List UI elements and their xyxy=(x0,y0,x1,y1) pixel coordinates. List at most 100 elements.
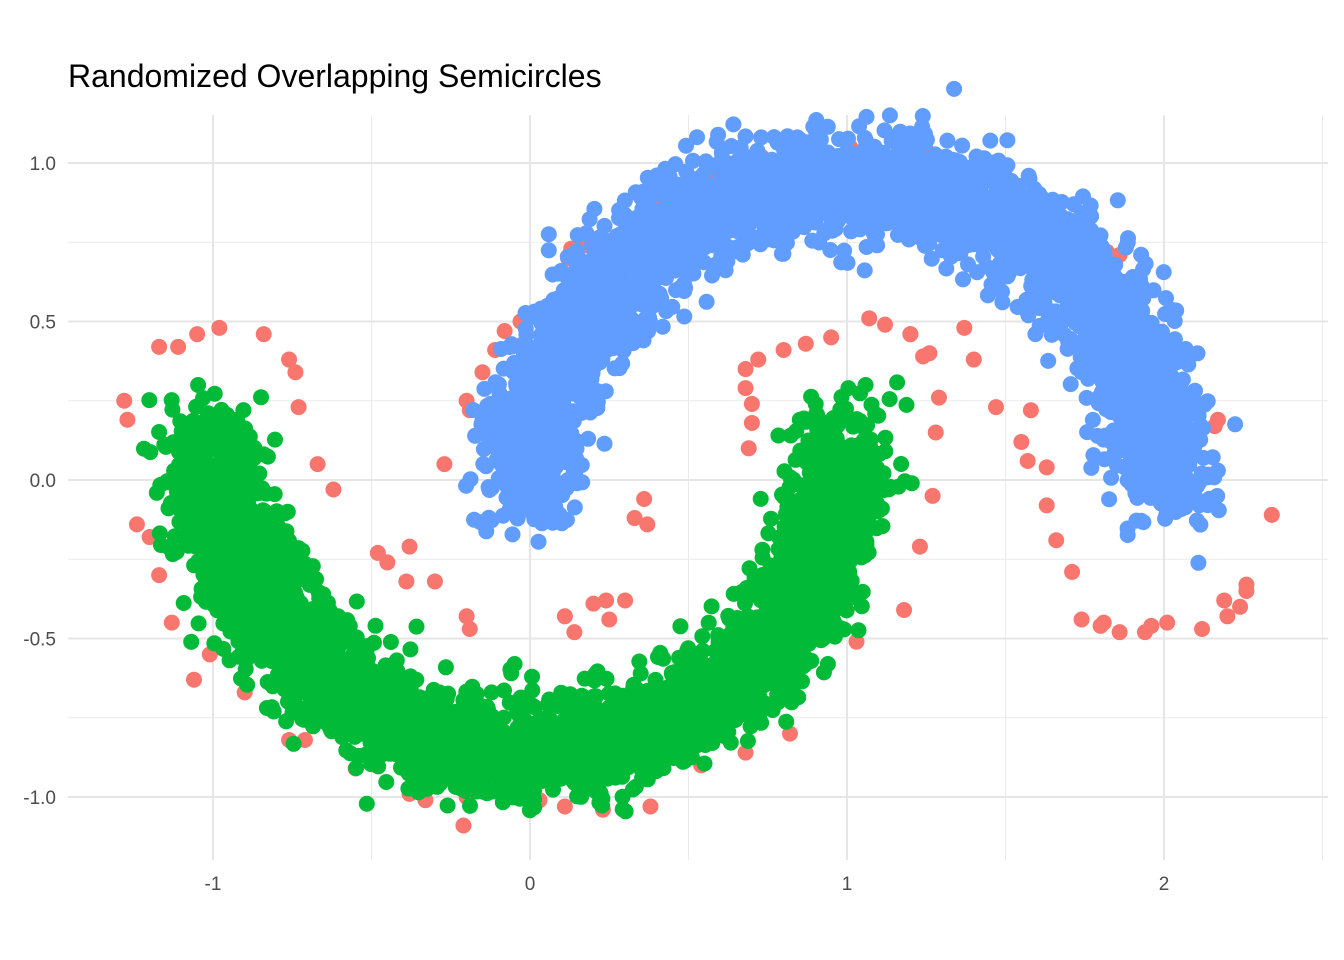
data-point xyxy=(1179,421,1196,438)
data-point xyxy=(626,510,643,527)
data-point xyxy=(902,326,919,343)
data-point xyxy=(1061,221,1078,238)
data-point xyxy=(1078,213,1095,230)
data-point xyxy=(965,351,982,368)
data-point xyxy=(1117,239,1134,256)
data-point xyxy=(664,298,681,315)
data-point xyxy=(556,798,573,815)
data-point xyxy=(1018,197,1035,214)
data-point xyxy=(791,131,808,147)
data-point xyxy=(625,326,642,342)
data-point xyxy=(506,458,523,475)
data-point xyxy=(540,352,557,369)
data-point xyxy=(933,227,950,244)
data-point xyxy=(876,173,893,190)
data-point xyxy=(975,248,992,265)
data-point xyxy=(1110,440,1127,457)
data-point xyxy=(1069,313,1086,330)
data-point xyxy=(760,211,777,228)
data-point xyxy=(797,335,814,352)
data-point xyxy=(348,593,365,610)
data-point xyxy=(840,130,856,147)
data-point xyxy=(1085,359,1102,376)
data-point xyxy=(927,424,944,441)
data-point xyxy=(678,137,694,154)
data-point xyxy=(845,176,862,193)
data-point xyxy=(699,187,716,203)
data-point xyxy=(556,608,573,625)
data-point xyxy=(1169,438,1186,455)
data-point xyxy=(994,283,1010,300)
data-point xyxy=(947,231,964,248)
data-point xyxy=(1178,469,1195,486)
data-point xyxy=(750,351,767,368)
data-point xyxy=(401,538,418,555)
data-point xyxy=(597,383,614,400)
data-point xyxy=(1038,459,1055,476)
data-point xyxy=(598,592,615,609)
data-point xyxy=(436,456,453,473)
data-point xyxy=(533,326,550,343)
data-point xyxy=(1159,614,1176,631)
data-point xyxy=(1111,296,1127,313)
data-point xyxy=(626,269,643,286)
data-point xyxy=(524,472,540,488)
data-point xyxy=(596,217,613,234)
data-point xyxy=(982,132,999,149)
data-point xyxy=(1153,475,1170,492)
data-point xyxy=(1004,217,1021,233)
data-point xyxy=(698,293,715,310)
data-point xyxy=(919,225,936,242)
data-point xyxy=(564,376,581,393)
data-point xyxy=(999,132,1016,149)
data-point xyxy=(1111,390,1128,406)
data-point xyxy=(813,142,830,159)
data-point xyxy=(899,159,916,176)
data-point xyxy=(1209,488,1226,504)
data-point xyxy=(170,338,187,355)
data-point xyxy=(1091,389,1108,406)
chart-title: Randomized Overlapping Semicircles xyxy=(68,58,602,94)
data-point xyxy=(725,116,742,133)
data-point xyxy=(1124,303,1141,320)
series-layer xyxy=(116,80,1280,834)
data-point xyxy=(558,480,575,497)
data-point xyxy=(290,399,307,416)
data-point xyxy=(1083,459,1100,476)
data-point xyxy=(1133,246,1150,263)
data-point xyxy=(116,392,133,409)
data-point xyxy=(585,595,602,612)
data-point xyxy=(1155,380,1172,396)
data-point xyxy=(398,573,415,590)
data-point xyxy=(566,499,583,516)
data-point xyxy=(1135,261,1151,278)
data-point xyxy=(1238,582,1255,599)
data-point xyxy=(190,615,207,632)
data-point xyxy=(866,138,883,155)
data-point xyxy=(566,361,583,378)
data-point xyxy=(918,131,935,148)
data-point xyxy=(753,129,770,146)
data-point xyxy=(923,250,940,267)
data-point xyxy=(721,210,738,227)
data-point xyxy=(583,237,600,254)
data-point xyxy=(185,671,202,688)
data-point xyxy=(732,139,749,156)
data-point xyxy=(509,510,526,527)
data-point xyxy=(737,361,754,378)
data-point xyxy=(954,137,971,154)
data-point xyxy=(1013,433,1030,450)
data-point xyxy=(968,148,985,165)
data-point xyxy=(285,735,302,752)
data-point xyxy=(987,399,1004,416)
data-point xyxy=(1134,477,1150,494)
data-point xyxy=(611,202,628,219)
data-point xyxy=(1022,402,1039,419)
data-point xyxy=(547,322,564,339)
data-point xyxy=(281,351,298,368)
data-point xyxy=(1098,267,1115,284)
data-point xyxy=(944,151,961,168)
data-point xyxy=(860,213,877,230)
data-point xyxy=(900,231,917,248)
data-point xyxy=(1029,262,1046,279)
